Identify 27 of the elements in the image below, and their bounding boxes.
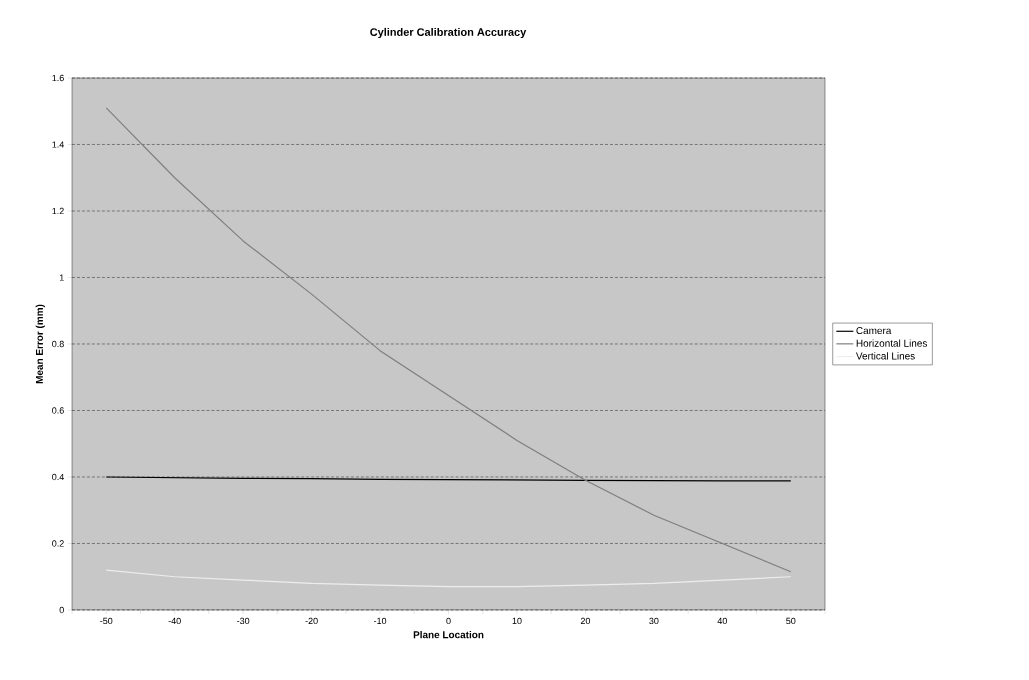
x-tick-label: 20 (580, 617, 591, 625)
legend-label: Horizontal Lines (856, 339, 927, 347)
y-tick-label: 0.8 (52, 340, 64, 348)
x-tick-label: 30 (649, 617, 659, 625)
x-tick-label: -40 (168, 617, 181, 625)
y-tick-label: 0.4 (52, 473, 64, 481)
y-tick-label: 0 (59, 606, 64, 614)
legend-label: Vertical Lines (855, 352, 915, 360)
y-tick-label: 0.2 (52, 540, 64, 547)
x-tick-label: -20 (305, 617, 318, 625)
y-tick-label: 1.4 (52, 141, 64, 148)
legend-label: Camera (856, 327, 892, 335)
x-tick-label: 10 (512, 617, 522, 625)
chart-title: Cylinder Calibration Accuracy (370, 27, 527, 39)
x-axis-title: Plane Location (413, 630, 484, 639)
x-tick-label: -10 (373, 617, 387, 625)
y-tick-label: 1 (59, 274, 64, 281)
x-tick-label: 0 (446, 617, 451, 625)
y-tick-label: 0.6 (52, 407, 64, 414)
x-tick-label: -50 (100, 617, 113, 625)
x-tick-label: -30 (237, 617, 250, 625)
line-series (105, 569, 792, 588)
x-tick-label: 40 (717, 617, 727, 625)
y-axis-title: Mean Error (mm) (35, 304, 45, 384)
y-tick-label: 1.2 (52, 207, 64, 215)
y-tick-label: 1.6 (52, 74, 64, 82)
x-tick-label: 50 (786, 617, 796, 625)
